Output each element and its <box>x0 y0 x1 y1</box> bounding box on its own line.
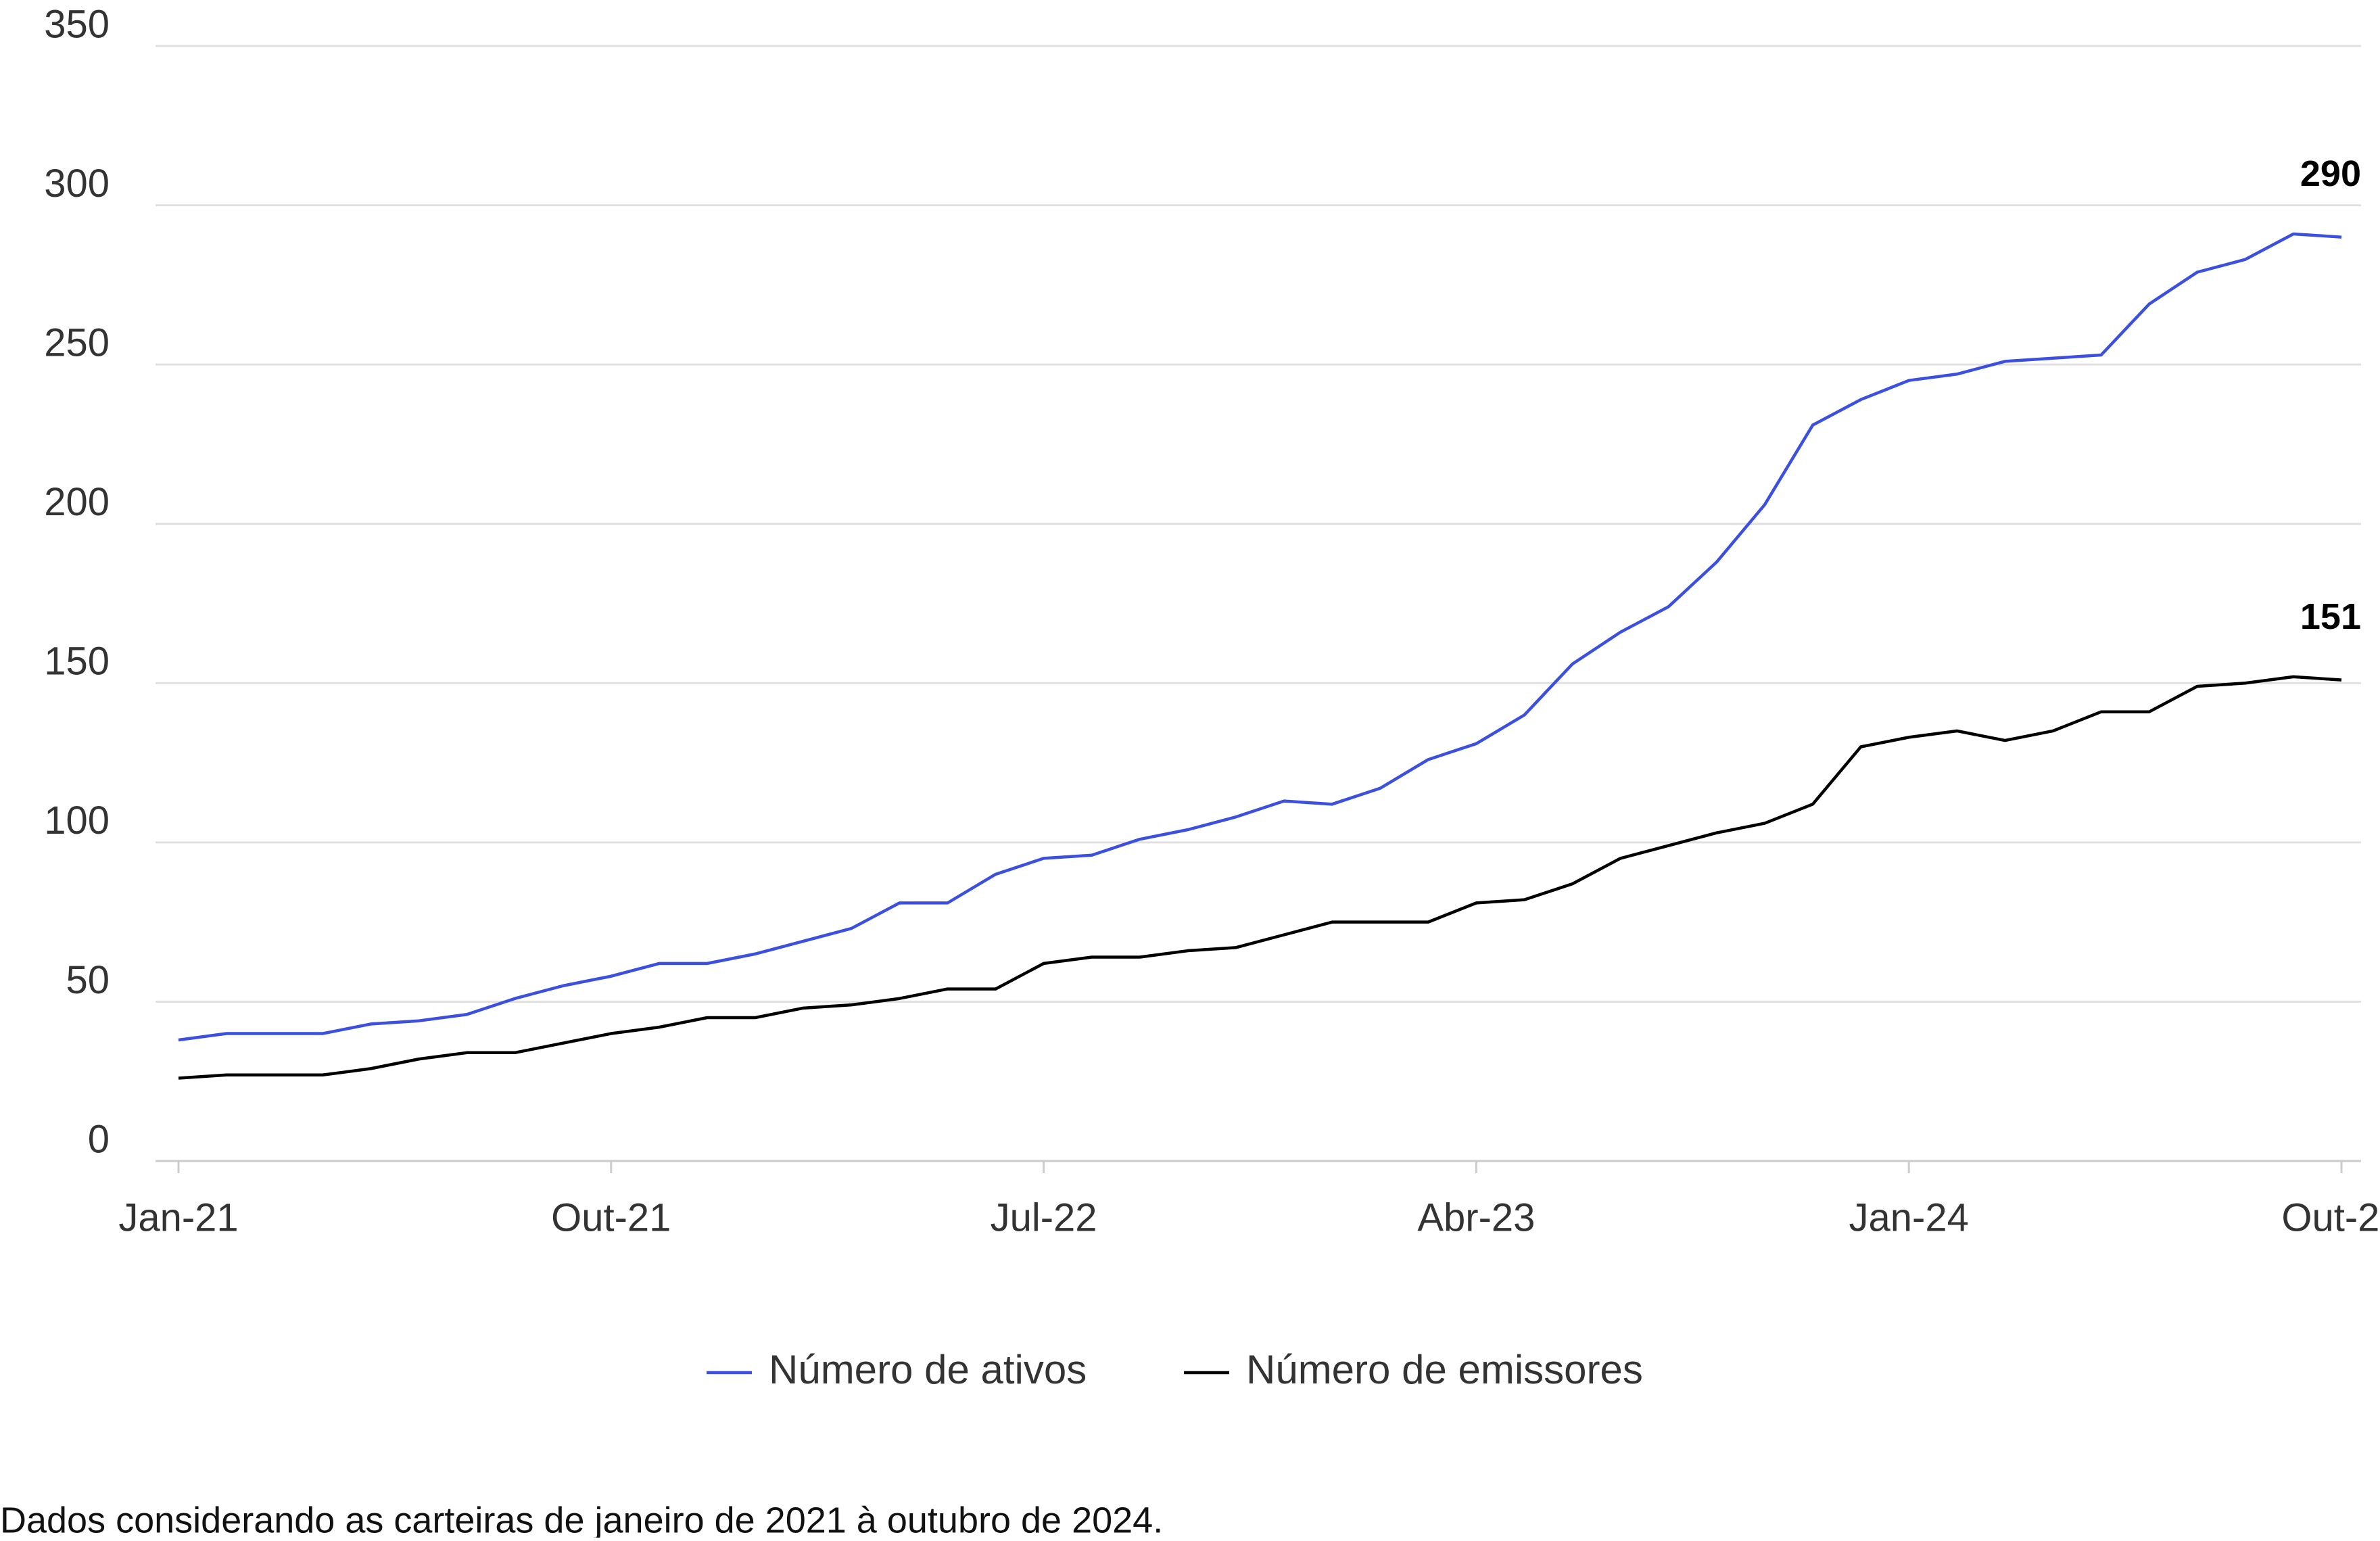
x-tick-label: Out-21 <box>551 1195 671 1239</box>
y-tick-label: 0 <box>88 1117 110 1161</box>
x-tick-label: Jul-22 <box>991 1195 1097 1239</box>
y-tick-label: 200 <box>44 480 110 524</box>
legend-label: Número de ativos <box>769 1347 1087 1392</box>
y-tick-label: 50 <box>66 958 110 1002</box>
x-tick-label: Jan-21 <box>118 1195 238 1239</box>
y-tick-label: 300 <box>44 162 110 206</box>
y-tick-label: 250 <box>44 321 110 364</box>
x-tick-label: Out-24 <box>2281 1195 2380 1239</box>
data-line <box>178 232 2342 1042</box>
y-tick-label: 350 <box>44 2 110 46</box>
x-tick-label: Abr-23 <box>1417 1195 1535 1239</box>
data-line <box>178 675 2342 1080</box>
last-value-label: 290 <box>2300 153 2361 194</box>
y-tick-label: 150 <box>44 640 110 684</box>
last-value-label: 151 <box>2300 596 2361 637</box>
legend-label: Número de emissores <box>1246 1347 1643 1392</box>
y-tick-label: 100 <box>44 799 110 843</box>
footnote: Dados considerando as carteiras de janei… <box>0 1500 1163 1538</box>
x-tick-label: Jan-24 <box>1849 1195 1969 1239</box>
